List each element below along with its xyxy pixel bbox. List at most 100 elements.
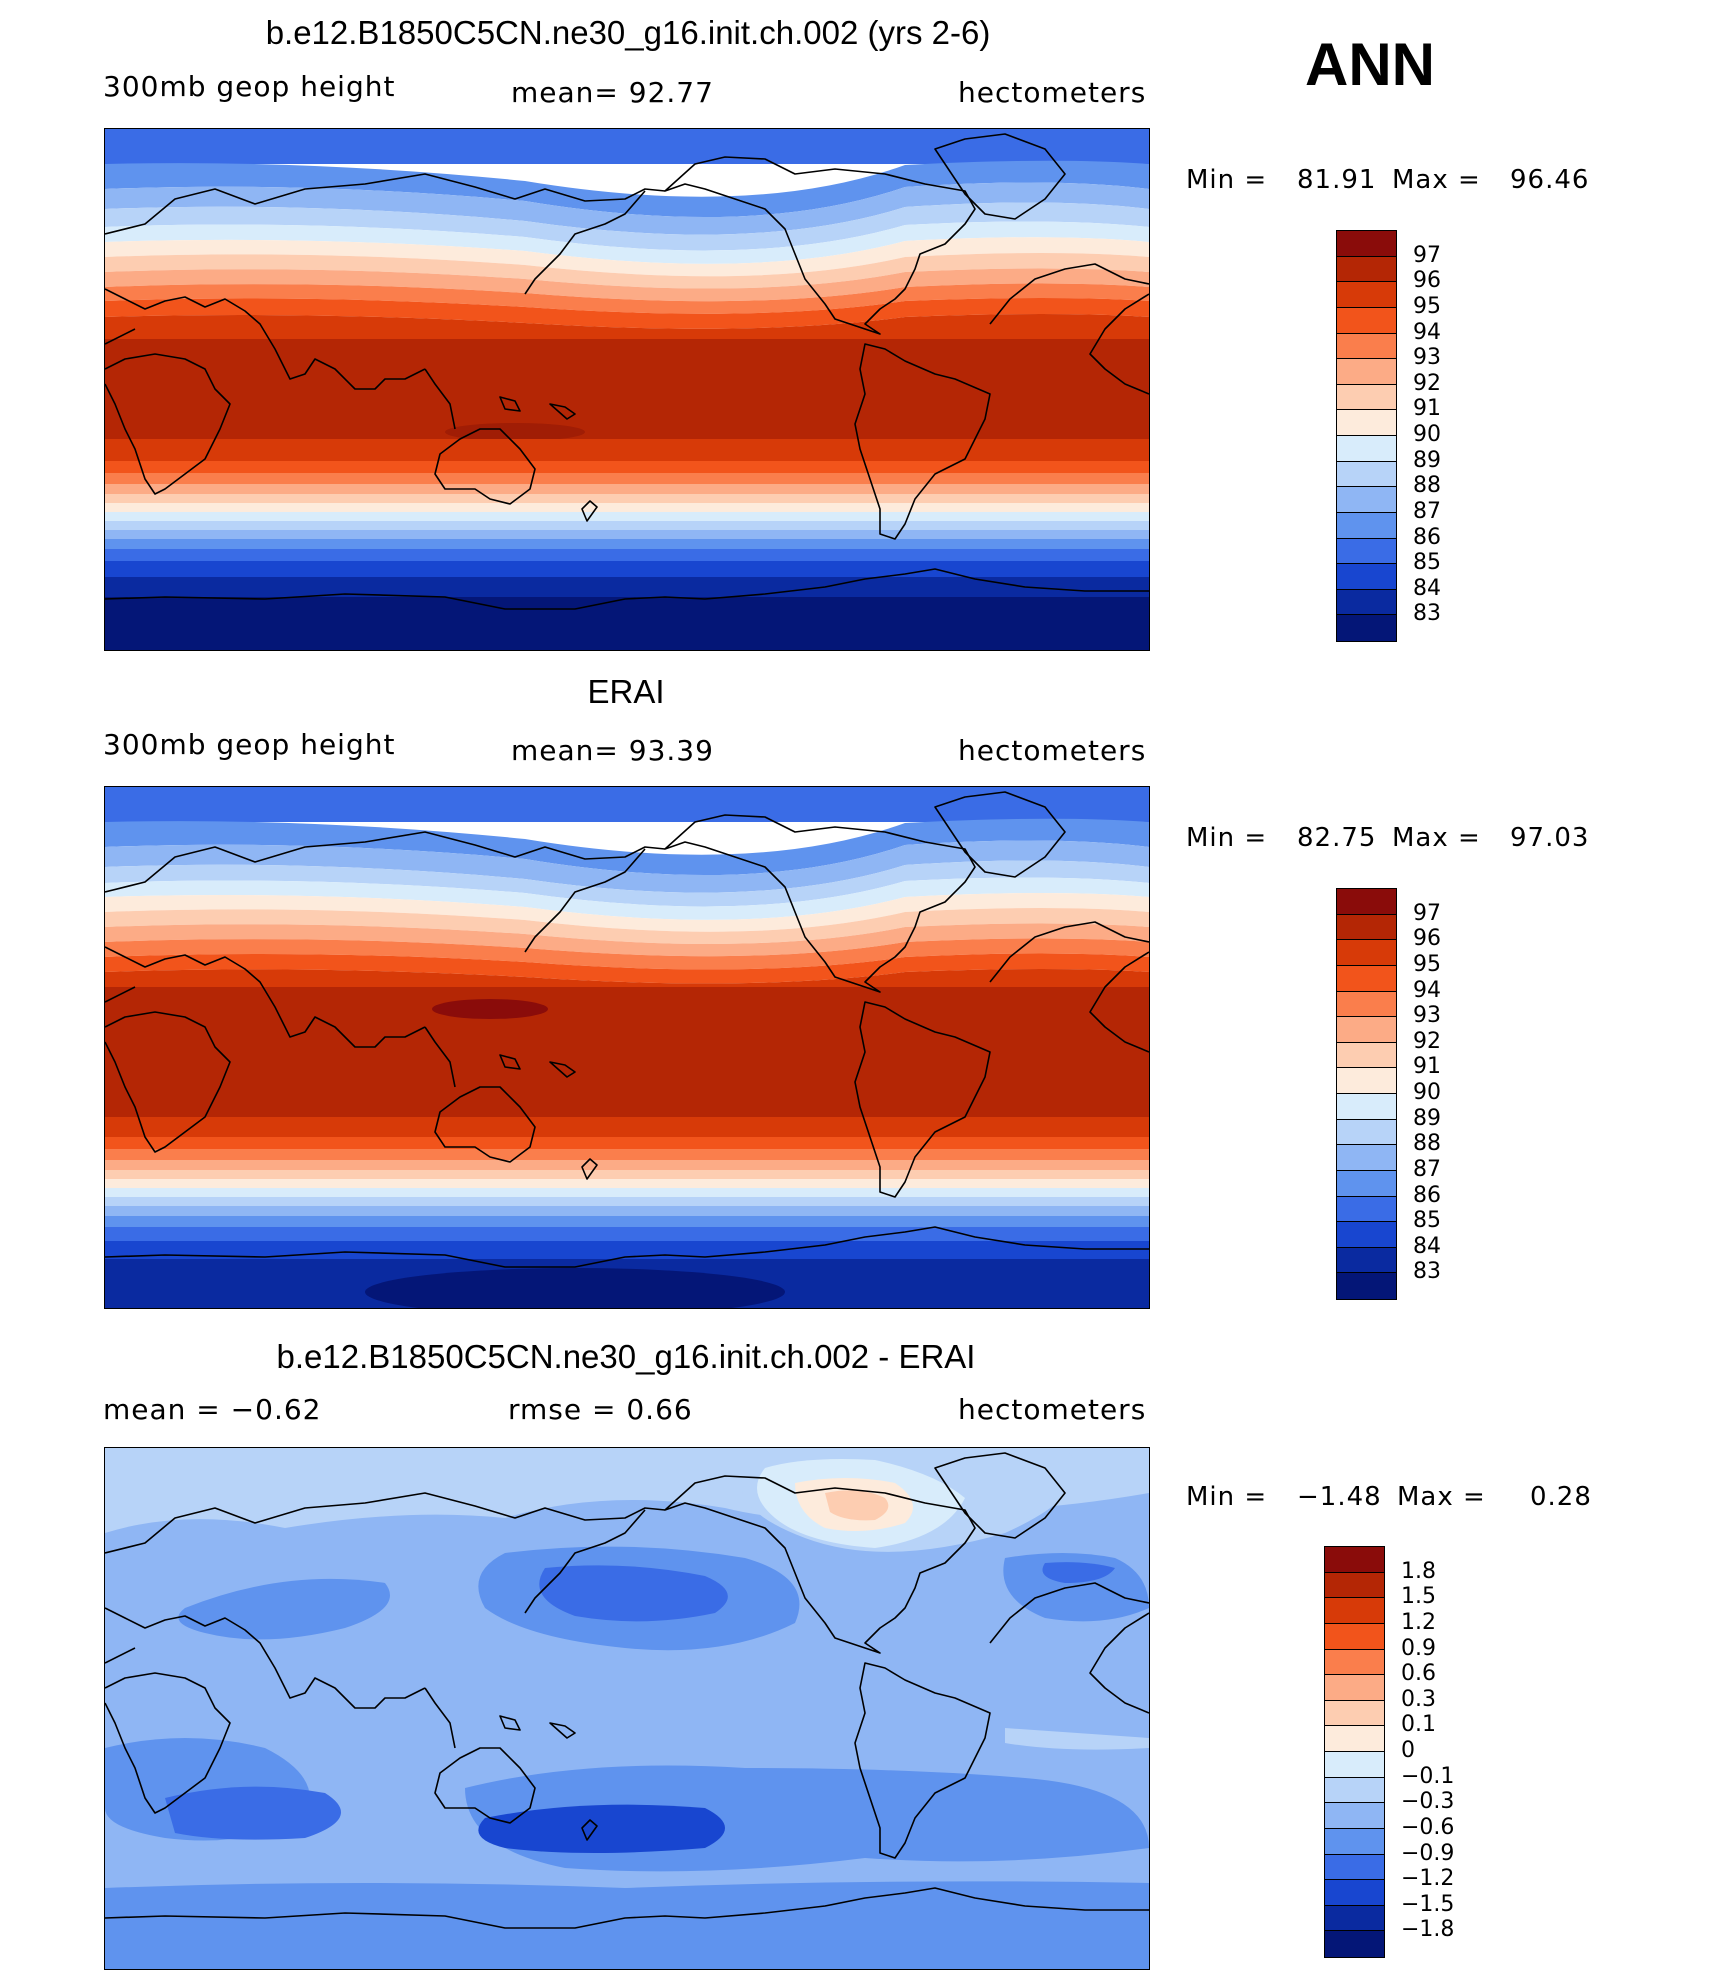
colorbar-tick-label: 88: [1413, 1131, 1441, 1157]
colorbar-tick-label: 86: [1413, 524, 1441, 550]
colorbar-segment: [1325, 1931, 1384, 1957]
colorbar-segment: [1337, 333, 1396, 360]
panel-2-variable-label: 300mb geop height: [103, 728, 396, 761]
panel-3-coastlines: [105, 1452, 1149, 1929]
panel-2-min-label: Min =: [1186, 823, 1268, 853]
panel-1-min-value: 81.91: [1297, 165, 1377, 195]
panel-3-max-value: 0.28: [1530, 1482, 1592, 1512]
colorbar-tick-label: −1.8: [1401, 1917, 1455, 1943]
colorbar-tick-label: 97: [1413, 900, 1441, 926]
colorbar-tick-label: 87: [1413, 498, 1441, 524]
colorbar-segment: [1325, 1623, 1384, 1650]
panel-1-min-label: Min =: [1186, 165, 1268, 195]
panel-2-mean-label: mean= 93.39: [511, 734, 714, 767]
colorbar-segment: [1337, 487, 1396, 513]
colorbar-tick-label: −0.6: [1401, 1814, 1455, 1840]
colorbar-tick-label: 92: [1413, 370, 1441, 396]
colorbar-segment: [1325, 1752, 1384, 1778]
colorbar-segment: [1337, 589, 1396, 616]
panel-2-colorbar: [1336, 888, 1397, 1300]
panel-2-units-label: hectometers: [958, 734, 1147, 767]
panel-1-coastlines: [105, 133, 1149, 610]
colorbar-segment: [1337, 1170, 1396, 1197]
panel-3-units-label: hectometers: [958, 1393, 1147, 1426]
colorbar-tick-label: 90: [1413, 1080, 1441, 1105]
colorbar-segment: [1337, 1222, 1396, 1248]
colorbar-segment: [1337, 461, 1396, 488]
colorbar-segment: [1337, 1068, 1396, 1094]
panel-3-contour-bands: [105, 1448, 1149, 1969]
panel-2-coastlines: [105, 791, 1149, 1268]
colorbar-segment: [1337, 1273, 1396, 1299]
colorbar-tick-label: 95: [1413, 293, 1441, 319]
colorbar-tick-label: 94: [1413, 319, 1441, 345]
colorbar-tick-label: 91: [1413, 1054, 1441, 1080]
colorbar-segment: [1337, 282, 1396, 308]
colorbar-segment: [1337, 231, 1396, 257]
colorbar-segment: [1325, 1777, 1384, 1804]
colorbar-tick-label: −0.3: [1401, 1789, 1455, 1815]
colorbar-tick-label: −1.5: [1401, 1891, 1455, 1917]
colorbar-segment: [1337, 1042, 1396, 1069]
colorbar-segment: [1325, 1905, 1384, 1932]
colorbar-segment: [1337, 1017, 1396, 1043]
colorbar-segment: [1325, 1880, 1384, 1906]
colorbar-tick-label: 84: [1413, 575, 1441, 601]
colorbar-tick-label: 1.2: [1401, 1609, 1436, 1635]
colorbar-segment: [1337, 512, 1396, 539]
panel-2-max-label: Max =: [1392, 823, 1481, 853]
colorbar-segment: [1337, 256, 1396, 283]
colorbar-segment: [1337, 384, 1396, 411]
colorbar-tick-label: 0.9: [1401, 1635, 1436, 1661]
colorbar-segment: [1325, 1675, 1384, 1701]
colorbar-segment: [1337, 991, 1396, 1018]
panel-1-contour-bands: [105, 129, 1149, 650]
colorbar-segment: [1337, 1247, 1396, 1274]
colorbar-tick-label: 88: [1413, 473, 1441, 499]
colorbar-segment: [1325, 1854, 1384, 1881]
panel-3-mean-label: mean = −0.62: [103, 1393, 322, 1426]
panel-3-min-value: −1.48: [1297, 1482, 1382, 1512]
panel-1-max-label: Max =: [1392, 165, 1481, 195]
colorbar-segment: [1325, 1803, 1384, 1829]
panel-1-colorbar: [1336, 230, 1397, 642]
panel-3-min-label: Min =: [1186, 1482, 1268, 1512]
panel-1-map: [104, 128, 1150, 651]
panel-1-max-value: 96.46: [1510, 165, 1590, 195]
colorbar-tick-label: 83: [1413, 601, 1441, 627]
colorbar-segment: [1325, 1700, 1384, 1727]
colorbar-tick-label: 93: [1413, 1003, 1441, 1029]
colorbar-segment: [1337, 1145, 1396, 1171]
panel-1-variable-label: 300mb geop height: [103, 70, 396, 103]
colorbar-tick-label: 92: [1413, 1028, 1441, 1054]
colorbar-tick-label: 0: [1401, 1738, 1415, 1763]
panel-3-title: b.e12.B1850C5CN.ne30_g16.init.ch.002 - E…: [276, 1338, 976, 1375]
panel-3-colorbar: [1324, 1546, 1385, 1958]
colorbar-tick-label: 90: [1413, 422, 1441, 447]
panel-2-max-value: 97.03: [1510, 823, 1590, 853]
colorbar-segment: [1325, 1572, 1384, 1599]
colorbar-tick-label: 95: [1413, 951, 1441, 977]
colorbar-tick-label: −1.2: [1401, 1866, 1455, 1892]
colorbar-segment: [1337, 914, 1396, 941]
colorbar-segment: [1337, 564, 1396, 590]
panel-2-contour-bands: [105, 787, 1149, 1308]
panel-2-title: ERAI: [587, 673, 665, 710]
colorbar-segment: [1337, 889, 1396, 915]
colorbar-tick-label: 96: [1413, 926, 1441, 952]
colorbar-tick-label: −0.1: [1401, 1763, 1455, 1789]
colorbar-tick-label: 84: [1413, 1233, 1441, 1259]
colorbar-tick-label: 85: [1413, 550, 1441, 576]
colorbar-segment: [1337, 965, 1396, 992]
colorbar-segment: [1337, 538, 1396, 565]
colorbar-tick-label: 91: [1413, 396, 1441, 422]
panel-3-map: [104, 1447, 1150, 1970]
colorbar-segment: [1337, 1196, 1396, 1223]
colorbar-tick-label: 93: [1413, 345, 1441, 371]
colorbar-tick-label: 1.5: [1401, 1584, 1436, 1610]
colorbar-segment: [1325, 1726, 1384, 1752]
colorbar-segment: [1337, 1119, 1396, 1146]
colorbar-segment: [1325, 1598, 1384, 1624]
panel-2-map: [104, 786, 1150, 1309]
colorbar-segment: [1337, 307, 1396, 334]
